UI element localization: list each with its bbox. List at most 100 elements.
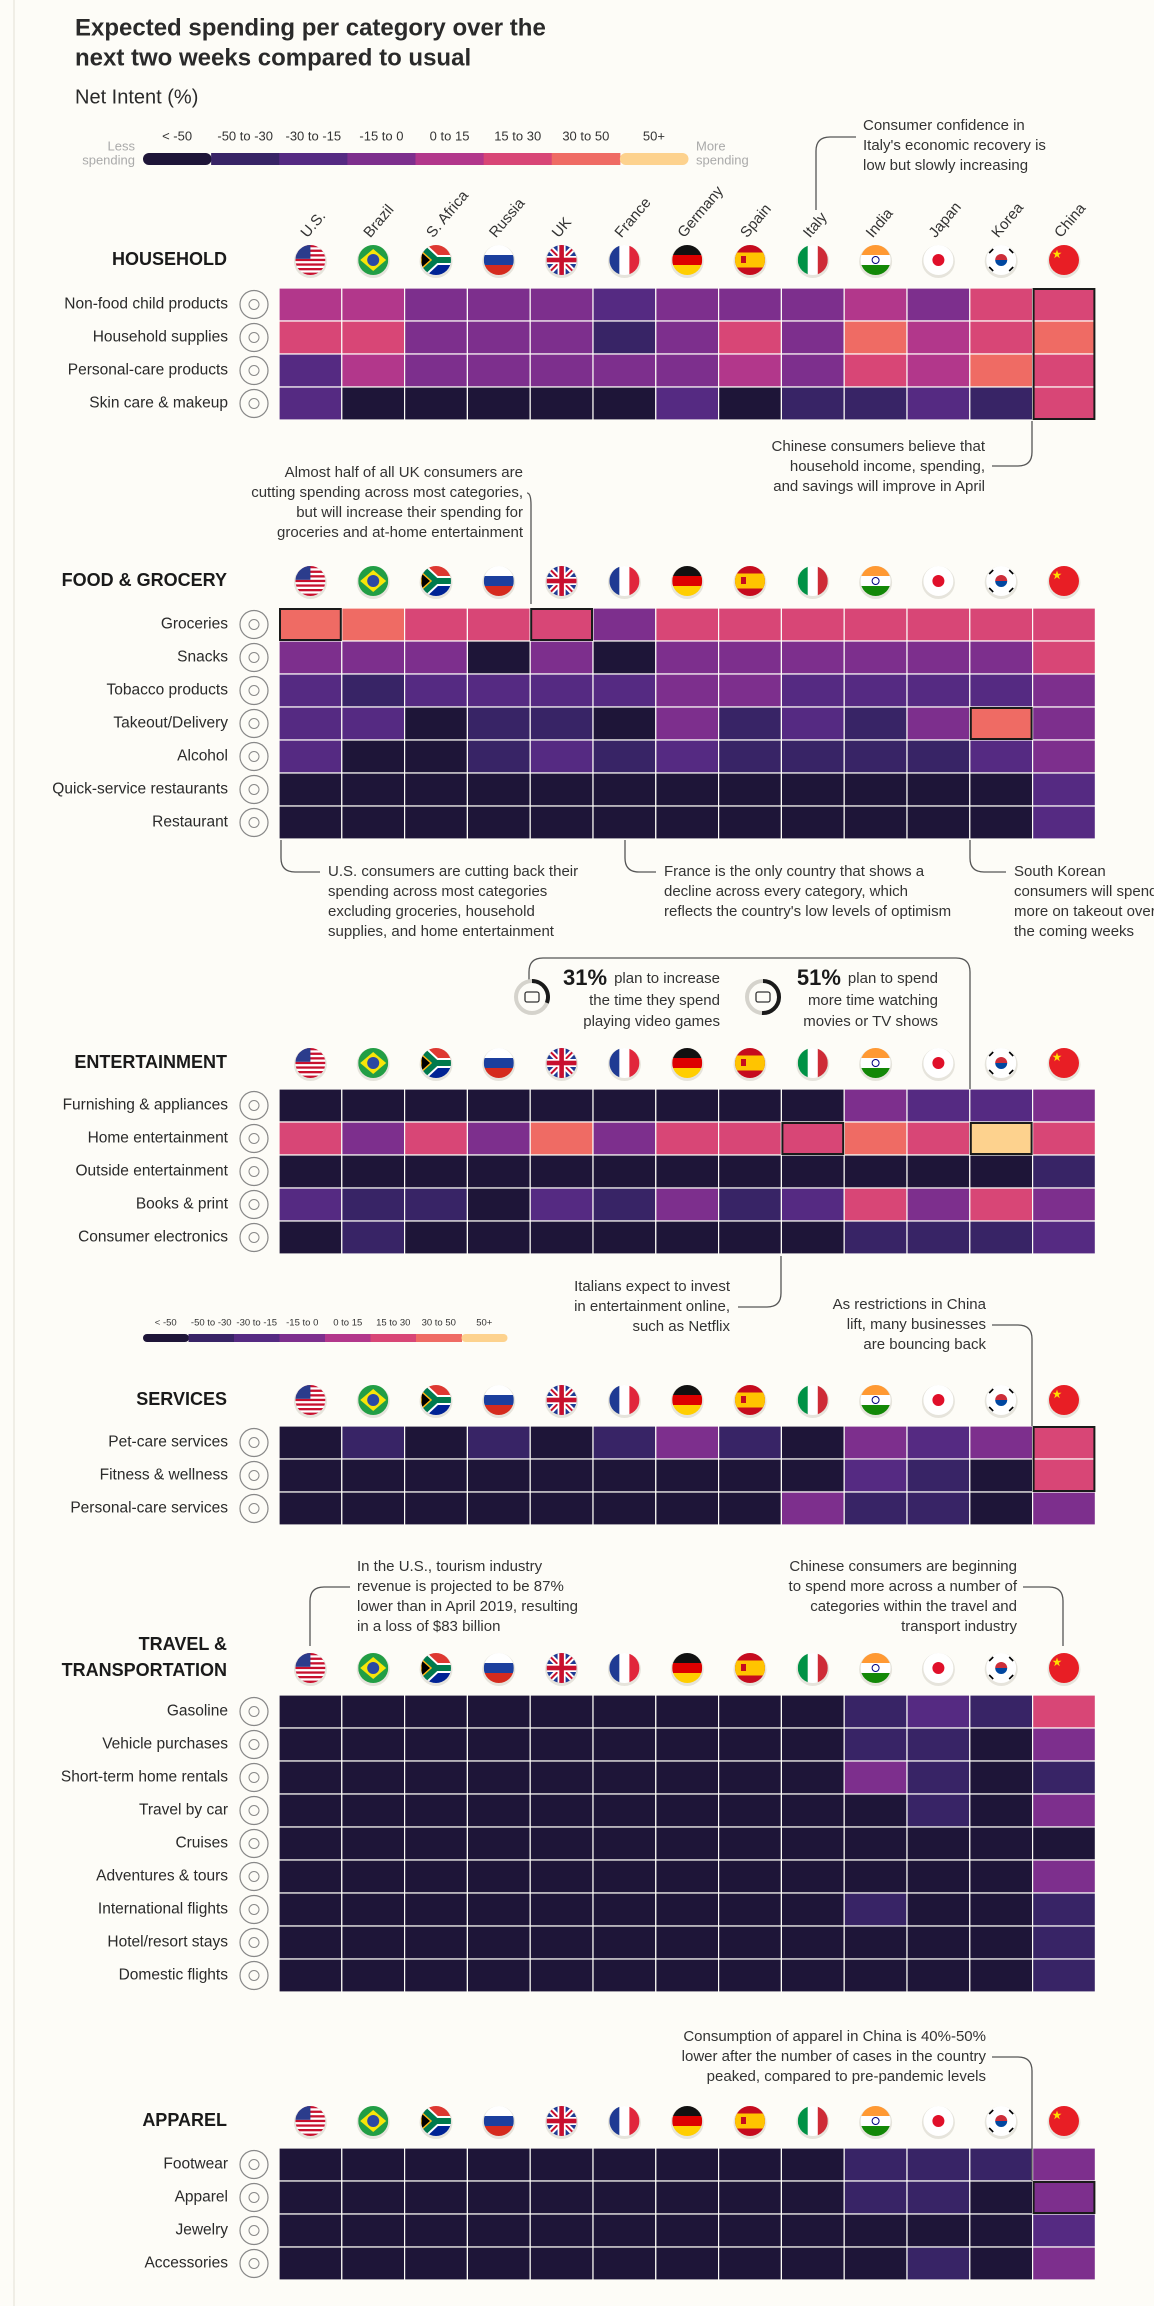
heat-cell xyxy=(466,1760,531,1795)
annotation: peaked, compared to pre-pandemic levels xyxy=(707,2068,986,2085)
category-icon-glyph xyxy=(248,2225,260,2236)
heat-cell xyxy=(341,706,406,741)
heat-cell xyxy=(717,386,782,421)
flag xyxy=(421,2106,451,2136)
category-label: Adventures & tours xyxy=(96,1868,228,1885)
category-icon xyxy=(239,388,269,419)
heat-cell xyxy=(969,353,1034,388)
heat-cell xyxy=(341,1220,406,1255)
flag xyxy=(1049,1653,1079,1683)
heat-cell xyxy=(780,1088,845,1123)
heat-cell xyxy=(780,386,845,421)
annotation: In the U.S., tourism industry xyxy=(357,1558,543,1575)
heat-cell xyxy=(341,1859,406,1894)
heat-cell xyxy=(404,673,469,708)
heat-cell xyxy=(780,673,845,708)
category-icon xyxy=(239,1427,269,1458)
heat-cell xyxy=(969,386,1034,421)
heat-cell xyxy=(717,2246,782,2281)
heat-cell xyxy=(341,2213,406,2248)
category-label: Footwear xyxy=(163,2156,228,2173)
category-label: Vehicle purchases xyxy=(102,1736,228,1753)
heat-cell xyxy=(843,1826,908,1861)
heat-cell xyxy=(278,2213,343,2248)
annotation: As restrictions in China xyxy=(833,1296,987,1313)
highlight-box xyxy=(530,608,594,641)
legend-label: < -50 xyxy=(162,128,192,143)
heat-cell xyxy=(466,1727,531,1762)
heat-cell xyxy=(466,1491,531,1526)
highlight-box xyxy=(1032,1426,1096,1492)
category-label: Hotel/resort stays xyxy=(107,1934,228,1951)
flag xyxy=(358,566,388,596)
heat-cell xyxy=(466,2180,531,2215)
flag xyxy=(358,1385,388,1415)
heat-cell xyxy=(906,1925,971,1960)
category-icon-glyph xyxy=(248,332,260,343)
section-title: ENTERTAINMENT xyxy=(74,1052,227,1072)
heat-cell xyxy=(278,1154,343,1189)
flag xyxy=(735,1653,765,1683)
heat-cell xyxy=(278,607,343,642)
flag xyxy=(484,566,514,596)
heat-cell xyxy=(843,2213,908,2248)
category-label: Outside entertainment xyxy=(75,1163,228,1180)
heat-cell xyxy=(529,1892,594,1927)
category-icon-glyph xyxy=(248,1805,260,1816)
category-label: Consumer electronics xyxy=(78,1229,228,1246)
category-label: Restaurant xyxy=(152,814,229,831)
heat-cell xyxy=(529,1760,594,1795)
heat-cell xyxy=(655,805,720,840)
heat-cell xyxy=(529,2147,594,2182)
heat-cell xyxy=(529,1958,594,1993)
stat-line: the time they spend xyxy=(589,992,720,1009)
heat-cell xyxy=(592,1760,657,1795)
legend-less: spending xyxy=(82,152,135,167)
heat-cell xyxy=(404,640,469,675)
category-icon xyxy=(239,1795,269,1826)
legend-label: 0 to 15 xyxy=(430,128,470,143)
heat-cell xyxy=(843,1187,908,1222)
heat-cell xyxy=(1031,1088,1096,1123)
heat-cell xyxy=(1031,320,1096,355)
heat-cell xyxy=(592,772,657,807)
heat-cell xyxy=(1031,1425,1096,1460)
category-icon xyxy=(239,1927,269,1958)
category-icon xyxy=(239,289,269,320)
heat-cell xyxy=(780,805,845,840)
legend-more: spending xyxy=(696,152,749,167)
heat-cell xyxy=(969,1425,1034,1460)
heat-cell xyxy=(717,1826,782,1861)
flag xyxy=(421,566,451,596)
category-label: Pet-care services xyxy=(108,1434,228,1451)
heat-cell xyxy=(843,1925,908,1960)
heat-cell xyxy=(529,287,594,322)
flag xyxy=(547,1385,577,1415)
annotation: France is the only country that shows a xyxy=(664,863,925,880)
flag xyxy=(295,1048,325,1078)
heat-cell xyxy=(341,320,406,355)
heat-cell xyxy=(843,706,908,741)
legend-label: 15 to 30 xyxy=(494,128,541,143)
flag xyxy=(735,1048,765,1078)
heat-cell xyxy=(278,2180,343,2215)
heat-cell xyxy=(969,739,1034,774)
heat-cell xyxy=(404,2147,469,2182)
heat-cell xyxy=(529,640,594,675)
legend-label: -50 to -30 xyxy=(191,1318,232,1329)
heat-cell xyxy=(717,2147,782,2182)
heat-cell xyxy=(717,1793,782,1828)
heat-cell xyxy=(655,2180,720,2215)
heat-cell xyxy=(466,1925,531,1960)
heat-cell xyxy=(906,1220,971,1255)
heat-cell xyxy=(592,353,657,388)
heat-cell xyxy=(969,607,1034,642)
heat-cell xyxy=(466,739,531,774)
legend-label: < -50 xyxy=(155,1318,177,1329)
heat-cell xyxy=(969,1088,1034,1123)
heat-cell xyxy=(655,1793,720,1828)
category-label: Non-food child products xyxy=(64,296,228,313)
heat-cell xyxy=(906,320,971,355)
heat-cell xyxy=(906,1694,971,1729)
legend-swatch xyxy=(234,1334,280,1342)
